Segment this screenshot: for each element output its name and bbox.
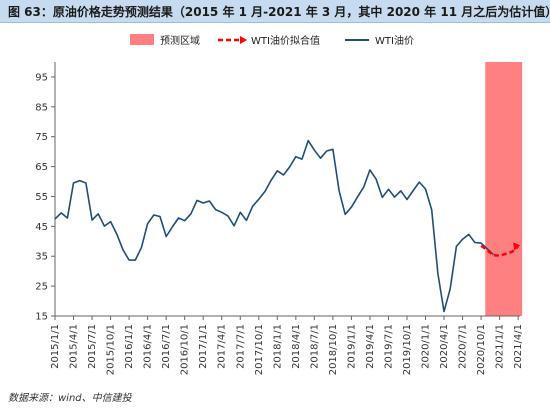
axes bbox=[54, 62, 520, 317]
x-tick-label: 2018/10/1 bbox=[328, 324, 339, 375]
x-tick-label: 2015/10/1 bbox=[106, 324, 117, 375]
y-tick-label: 35 bbox=[35, 252, 48, 263]
x-tick-label: 2020/7/1 bbox=[458, 324, 469, 369]
x-tick-label: 2016/1/1 bbox=[124, 324, 135, 369]
x-tick-label: 2016/10/1 bbox=[180, 324, 191, 375]
x-tick-label: 2020/1/1 bbox=[421, 324, 432, 369]
x-tick-label: 2021/1/1 bbox=[495, 324, 506, 369]
x-tick-label: 2017/7/1 bbox=[235, 324, 246, 369]
x-tick-label: 2019/1/1 bbox=[346, 324, 357, 369]
x-tick-label: 2020/10/1 bbox=[476, 324, 487, 375]
legend-label-region: 预测区域 bbox=[160, 34, 200, 47]
x-tick-label: 2017/10/1 bbox=[254, 324, 265, 375]
x-tick-label: 2015/7/1 bbox=[87, 324, 98, 369]
series-line-wti-fitted bbox=[480, 244, 519, 257]
chart-title: 图 63：原油价格走势预测结果（2015 年 1 月-2021 年 3 月，其中… bbox=[8, 5, 550, 19]
x-tick-label: 2016/4/1 bbox=[143, 324, 154, 369]
source-note: 数据来源：wind、中信建投 bbox=[8, 393, 132, 404]
x-tick-label: 2019/10/1 bbox=[402, 324, 413, 375]
x-tick-label: 2017/1/1 bbox=[198, 324, 209, 369]
x-tick-labels: 2015/1/1 2015/4/1 2015/7/1 2015/10/1 2016/1/… bbox=[50, 316, 524, 375]
forecast-region bbox=[485, 62, 523, 316]
x-tick-label: 2016/7/1 bbox=[161, 324, 172, 369]
x-tick-label: 2019/4/1 bbox=[365, 324, 376, 369]
x-tick-label: 2019/7/1 bbox=[383, 324, 394, 369]
y-tick-label: 65 bbox=[35, 162, 48, 173]
y-tick-label: 75 bbox=[35, 132, 48, 143]
x-tick-label: 2021/4/1 bbox=[513, 324, 524, 369]
x-tick-label: 2018/4/1 bbox=[291, 324, 302, 369]
x-tick-label: 2015/1/1 bbox=[50, 324, 61, 369]
y-tick-labels: 15 25 35 45 55 65 75 85 95 bbox=[35, 72, 55, 323]
x-tick-label: 2020/4/1 bbox=[439, 324, 450, 369]
y-tick-label: 15 bbox=[35, 312, 48, 323]
title-bar: 图 63：原油价格走势预测结果（2015 年 1 月-2021 年 3 月，其中… bbox=[0, 0, 550, 23]
x-tick-label: 2018/1/1 bbox=[272, 324, 283, 369]
legend: 预测区域 WTI油价拟合值 WTI油价 bbox=[130, 34, 414, 47]
legend-label-forecast: WTI油价拟合值 bbox=[251, 34, 320, 47]
series-line-wti-price bbox=[54, 139, 494, 313]
y-tick-label: 45 bbox=[35, 222, 48, 233]
x-tick-label: 2017/4/1 bbox=[217, 324, 228, 369]
y-tick-label: 25 bbox=[35, 282, 48, 293]
x-tick-label: 2018/7/1 bbox=[309, 324, 320, 369]
y-tick-label: 95 bbox=[35, 72, 48, 83]
legend-arrow-forecast bbox=[240, 36, 247, 44]
forecast-arrowhead bbox=[513, 242, 521, 251]
y-tick-label: 55 bbox=[35, 192, 48, 203]
x-tick-label: 2015/4/1 bbox=[69, 324, 80, 369]
y-tick-label: 85 bbox=[35, 102, 48, 113]
legend-label-actual: WTI油价 bbox=[375, 34, 414, 47]
legend-swatch-region bbox=[130, 34, 154, 45]
